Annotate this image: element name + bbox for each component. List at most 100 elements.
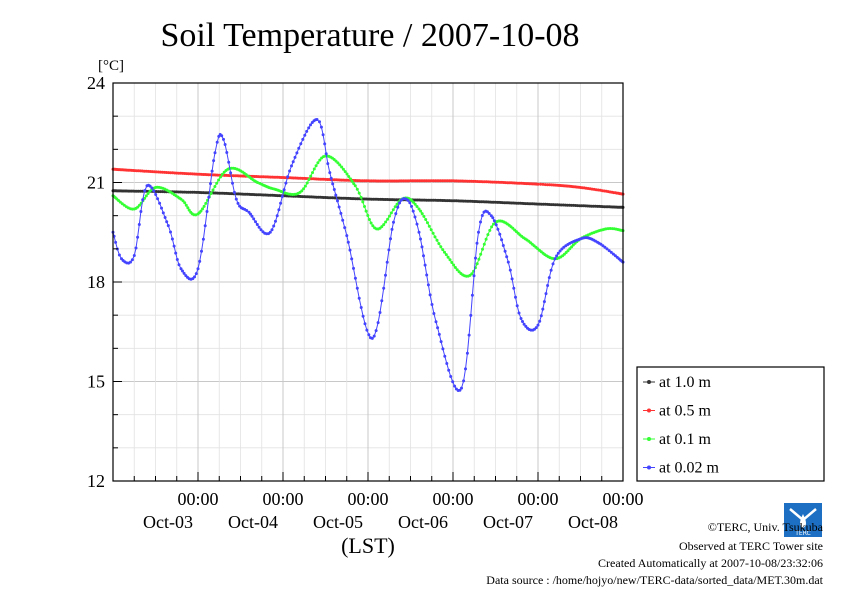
data-point [366,214,370,217]
data-point [417,207,421,211]
data-point [425,273,429,277]
data-point [161,211,165,215]
data-point [336,199,339,203]
data-point [293,155,297,159]
data-point [410,204,413,208]
data-point [290,164,293,168]
data-point [250,214,254,218]
data-point [363,322,367,326]
data-point [394,212,398,216]
data-point [350,257,354,261]
data-point [367,333,371,337]
data-point [605,247,609,251]
legend-entry: at 0.5 m [643,403,712,420]
data-point [277,208,281,212]
data-point [193,275,196,279]
data-point [158,190,162,194]
data-point [388,214,391,218]
data-point [225,151,229,154]
data-point [549,268,553,272]
data-point [559,203,563,207]
data-point [209,192,213,195]
data-point [435,238,439,242]
data-point [120,202,124,206]
x-tick-time-label: 00:00 [432,489,473,509]
data-point [387,248,391,252]
data-point [316,161,320,165]
data-point [492,222,495,226]
x-tick-time-label: 00:00 [347,489,388,509]
data-point [202,204,206,208]
legend-box [636,366,825,482]
data-source-text: Data source : /home/hojyo/new/TERC-data/… [486,573,823,587]
data-point [275,214,279,218]
data-point [392,220,395,224]
data-point [169,230,172,234]
data-point [534,326,538,330]
data-point [542,300,546,304]
data-point [380,299,384,303]
data-point [609,250,613,254]
data-point [536,182,540,186]
data-point [272,224,276,228]
data-point [426,283,430,287]
data-point [431,231,435,235]
data-point [252,217,256,221]
data-point [227,160,231,164]
data-point [384,220,388,224]
data-point [477,257,481,261]
data-point [480,214,484,217]
data-point [544,292,548,296]
x-tick-time-label: 00:00 [602,489,643,509]
data-point [364,209,368,213]
data-point [174,251,178,255]
data-point [391,208,395,212]
data-point [420,212,424,216]
data-point [370,336,374,340]
data-point [172,244,176,248]
data-point [365,328,369,332]
data-point [500,238,504,242]
data-point [337,205,341,209]
data-point [357,191,361,195]
data-point [211,188,215,192]
data-point [558,249,562,253]
data-point [181,199,185,203]
data-point [146,192,150,195]
legend: at 1.0 m at 0.5 m at 0.1 m at 0.02 m [636,366,825,482]
data-point [301,137,305,141]
data-point [156,197,160,201]
x-tick-time-label: 00:00 [262,489,303,509]
data-point [505,255,509,259]
data-point [374,329,378,333]
data-point [181,269,184,273]
data-point [303,133,307,137]
data-point [382,223,386,227]
data-point [376,321,380,325]
legend-entry: at 1.0 m [643,374,712,391]
data-point [255,223,259,226]
data-point [220,172,224,176]
data-point [268,230,272,234]
data-point [443,250,446,254]
data-point [220,134,224,138]
data-point [196,267,200,271]
data-point [477,230,480,234]
data-point [134,246,138,250]
y-tick-label: 18 [87,272,105,292]
x-tick-date-label: Oct-05 [313,512,363,532]
data-point [332,188,336,191]
data-point [353,276,357,280]
data-point [326,162,330,166]
data-point [207,195,211,199]
data-point [439,245,443,249]
data-point [441,347,445,351]
data-point [331,182,335,186]
data-point [517,311,521,315]
data-point [539,314,543,318]
data-point [423,263,427,267]
data-point [343,170,347,174]
data-point [143,189,147,193]
data-point [295,151,299,155]
